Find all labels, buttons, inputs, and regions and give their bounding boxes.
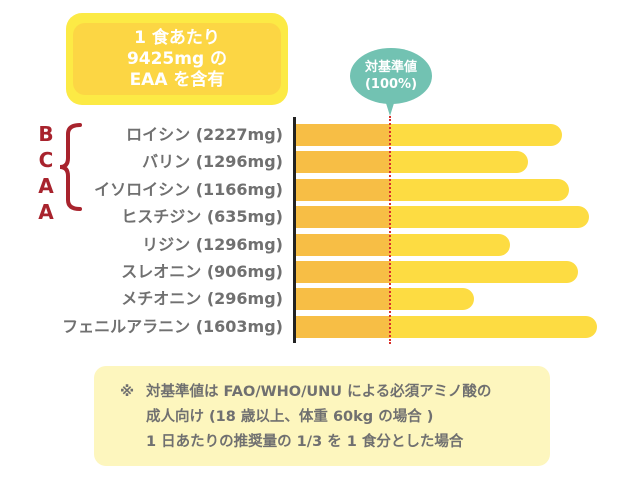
brace-icon [59,123,82,211]
bar-base-segment [296,178,390,201]
summary-line-3: EAA を含有 [129,69,225,90]
bar [296,261,578,283]
summary-line-1: 1 食あたり [134,27,220,48]
category-label: イソロイシン (1166mg) [94,179,283,199]
note-line-2: 成人向け (18 歳以上、体重 60kg の場合 ) [146,409,434,425]
footnote-box: ※ 対基準値は FAO/WHO/UNU による必須アミノ酸の 成人向け (18 … [94,366,550,466]
category-label: フェニルアラニン (1603mg) [62,316,283,336]
y-axis-line [293,117,296,343]
category-label: リジン (1296mg) [142,234,283,254]
bar-base-segment [296,288,390,311]
bcaa-letter: A [38,200,54,224]
summary-line-2: 9425mg の [126,48,228,69]
category-label: ヒスチジン (635mg) [121,207,283,227]
reference-percent: (100%) [364,77,418,92]
bar [296,315,597,338]
bcaa-letter: A [38,174,54,198]
reference-label: 対基準値 [364,60,417,75]
note-line-3: 1 日あたりの推奨量の 1/3 を 1 食分とした場合 [146,434,464,450]
bar [296,206,590,229]
bar-base-segment [296,124,390,146]
category-label: スレオニン (906mg) [121,262,283,281]
bcaa-letter: B [38,122,54,146]
reference-line [389,116,391,344]
bar [296,288,474,311]
category-label: ロイシン (2227mg) [126,125,283,144]
bar [296,233,511,256]
bcaa-letter: C [38,148,54,172]
bar-base-segment [296,151,390,174]
summary-box: 1 食あたり 9425mg の EAA を含有 [66,13,288,105]
bubble-tail [385,100,395,116]
bar [296,151,529,174]
category-label: バリン (1296mg) [142,152,283,172]
bar-base-segment [296,261,390,283]
bar-base-segment [296,315,390,338]
bar [296,124,563,146]
note-line-1: 対基準値は FAO/WHO/UNU による必須アミノ酸の [146,384,492,400]
bar-base-segment [296,233,390,256]
reference-bubble: 対基準値 (100%) [350,48,432,104]
note-mark: ※ [120,384,135,400]
bar-base-segment [296,206,390,229]
bar [296,178,569,201]
category-label: メチオニン (296mg) [121,289,283,309]
